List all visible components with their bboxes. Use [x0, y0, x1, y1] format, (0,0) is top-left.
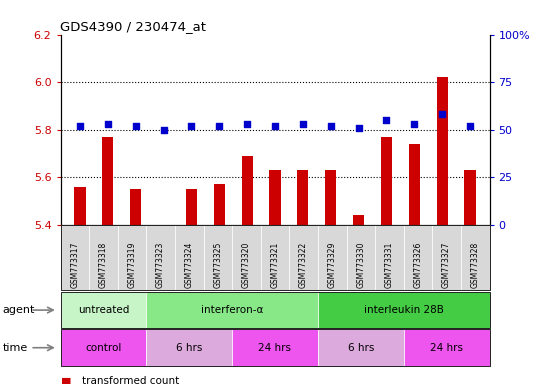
Bar [74, 187, 86, 225]
Text: 24 hrs: 24 hrs [258, 343, 292, 353]
Text: GSM773331: GSM773331 [385, 242, 394, 288]
Bar [325, 170, 336, 225]
Text: 6 hrs: 6 hrs [176, 343, 202, 353]
Bar [102, 137, 113, 225]
Bar [464, 170, 476, 225]
Point [271, 123, 279, 129]
Text: GDS4390 / 230474_at: GDS4390 / 230474_at [60, 20, 206, 33]
Bar [130, 189, 141, 225]
Point [326, 123, 335, 129]
Bar [353, 215, 364, 225]
Text: GSM773320: GSM773320 [242, 242, 251, 288]
Text: agent: agent [3, 305, 35, 315]
Text: GSM773325: GSM773325 [213, 242, 222, 288]
Text: GSM773318: GSM773318 [99, 242, 108, 288]
Text: transformed count: transformed count [82, 376, 180, 384]
Point [159, 126, 168, 132]
Point [103, 121, 112, 127]
Point [187, 123, 196, 129]
Bar [241, 156, 252, 225]
Text: GSM773328: GSM773328 [471, 242, 480, 288]
Text: GSM773317: GSM773317 [70, 242, 79, 288]
Bar [437, 77, 448, 225]
Text: GSM773321: GSM773321 [271, 242, 279, 288]
Text: GSM773329: GSM773329 [328, 242, 337, 288]
Point [75, 123, 84, 129]
Bar [214, 184, 225, 225]
Text: interleukin 28B: interleukin 28B [364, 305, 444, 315]
Point [354, 125, 363, 131]
Point [299, 121, 307, 127]
Bar [186, 189, 197, 225]
Text: untreated: untreated [78, 305, 129, 315]
Text: GSM773330: GSM773330 [356, 242, 365, 288]
Bar [298, 170, 309, 225]
Text: 6 hrs: 6 hrs [348, 343, 374, 353]
Bar [270, 170, 280, 225]
Text: 24 hrs: 24 hrs [430, 343, 463, 353]
Point [131, 123, 140, 129]
Text: ■: ■ [60, 376, 71, 384]
Point [243, 121, 251, 127]
Text: GSM773319: GSM773319 [128, 242, 136, 288]
Text: GSM773323: GSM773323 [156, 242, 165, 288]
Point [466, 123, 475, 129]
Point [438, 111, 447, 118]
Text: time: time [3, 343, 28, 353]
Bar [381, 137, 392, 225]
Point [382, 117, 391, 123]
Text: control: control [85, 343, 122, 353]
Text: GSM773327: GSM773327 [442, 242, 451, 288]
Point [410, 121, 419, 127]
Point [215, 123, 224, 129]
Text: GSM773326: GSM773326 [414, 242, 422, 288]
Text: GSM773322: GSM773322 [299, 242, 308, 288]
Bar [409, 144, 420, 225]
Text: GSM773324: GSM773324 [185, 242, 194, 288]
Text: interferon-α: interferon-α [201, 305, 263, 315]
